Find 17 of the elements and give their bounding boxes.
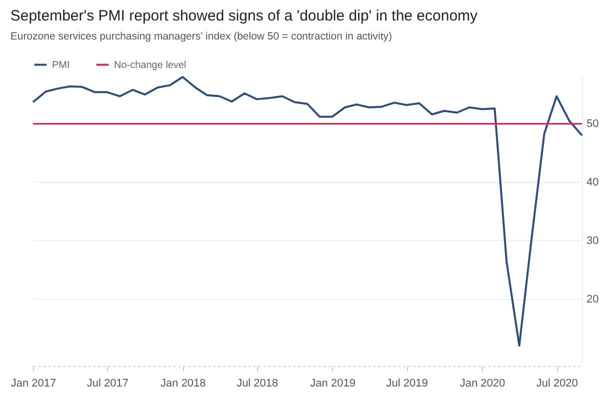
x-tick-label: Jan 2019 [310,378,356,390]
x-tick-label: Jan 2020 [460,378,506,390]
legend-label: No-change level [114,60,186,71]
x-tick-label: Jul 2017 [86,378,129,390]
x-tick-label: Jul 2020 [536,378,578,390]
line-series [32,76,583,347]
x-tick-label: Jan 2018 [160,378,206,390]
x-tick-label: Jul 2019 [386,378,428,390]
y-tick-label: 20 [586,293,599,306]
chart-subtitle: Eurozone services purchasing managers' index (below 50 = contraction in activity) [10,30,392,42]
legend-label: PMI [52,60,70,71]
y-tick-label: 40 [586,176,599,189]
y-tick-label: 30 [586,234,599,247]
chart-title: September's PMI report showed signs of a 'double dip' in the economy [10,8,478,24]
x-tick-label: Jul 2018 [236,378,278,390]
y-tick-label: 50 [586,118,599,130]
x-tick-label: Jan 2017 [10,378,56,390]
